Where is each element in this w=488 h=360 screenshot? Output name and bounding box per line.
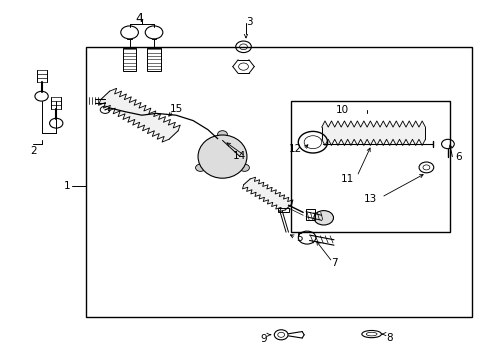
Bar <box>290 101 449 232</box>
Bar <box>305 209 315 220</box>
Bar <box>277 208 288 212</box>
Text: 8: 8 <box>386 333 392 343</box>
Text: 14: 14 <box>232 151 245 161</box>
Text: 2: 2 <box>30 146 37 156</box>
Text: 1: 1 <box>64 181 71 192</box>
Text: 11: 11 <box>340 174 353 184</box>
Text: 9: 9 <box>259 334 266 344</box>
Circle shape <box>313 211 333 225</box>
Text: 3: 3 <box>245 17 252 27</box>
Bar <box>85 47 471 317</box>
Text: 10: 10 <box>335 105 348 115</box>
Polygon shape <box>321 121 425 145</box>
Text: 7: 7 <box>331 258 338 269</box>
Polygon shape <box>242 177 292 212</box>
Polygon shape <box>98 88 180 142</box>
Ellipse shape <box>198 135 246 178</box>
Text: 12: 12 <box>288 144 302 154</box>
Circle shape <box>239 164 249 171</box>
Circle shape <box>217 131 227 138</box>
Text: 6: 6 <box>454 152 461 162</box>
Circle shape <box>195 164 205 171</box>
Text: 13: 13 <box>363 194 377 204</box>
Bar <box>147 48 161 71</box>
Text: 15: 15 <box>170 104 183 114</box>
Bar <box>122 48 136 71</box>
Text: 4: 4 <box>135 12 143 24</box>
Text: 5: 5 <box>295 233 302 243</box>
